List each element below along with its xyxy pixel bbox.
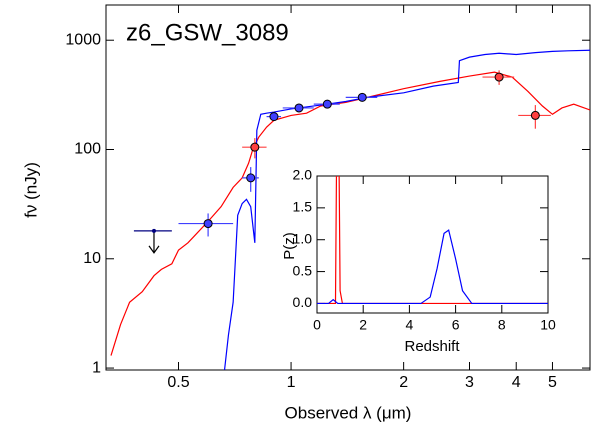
photometry-point — [357, 92, 367, 102]
spectrum-line — [317, 176, 548, 305]
x-tick-label: 5 — [548, 374, 557, 391]
photometry-point — [294, 103, 304, 113]
inset-frame — [316, 175, 549, 314]
y-tick-label: 2.0 — [293, 167, 313, 183]
plot-area — [317, 176, 548, 305]
y-tick-label: 1.0 — [293, 230, 313, 246]
photometry-point — [250, 142, 260, 152]
x-tick-label: 4 — [406, 317, 414, 333]
photometry-point — [203, 219, 213, 229]
x-axis-label: Observed λ (μm) — [285, 403, 412, 422]
spectrum-line — [110, 71, 590, 356]
y-tick-label: 1 — [92, 359, 101, 376]
photometry-point — [322, 99, 332, 109]
x-tick-label: 0.5 — [167, 374, 189, 391]
x-tick-label: 2 — [399, 374, 408, 391]
x-tick-label: 0 — [313, 317, 321, 333]
x-tick-label: 2 — [359, 317, 367, 333]
upper-limit-arrow — [148, 230, 160, 254]
y-tick-label: 0.5 — [293, 262, 313, 278]
x-tick-label: 10 — [540, 317, 556, 333]
y-axis-label: fν (nJy) — [21, 162, 40, 218]
plot-frame — [105, 4, 591, 371]
inset-x-label: Redshift — [404, 338, 460, 355]
inset-y-label: P(z) — [281, 232, 298, 260]
spectrum-line — [317, 229, 548, 305]
photometry-point — [269, 112, 279, 122]
y-tick-label: 1000 — [65, 31, 101, 48]
photometry-point — [246, 173, 256, 183]
photometry-point — [530, 110, 540, 120]
spectrum-line — [223, 49, 590, 370]
x-tick-label: 4 — [512, 374, 521, 391]
x-tick-label: 1 — [287, 374, 296, 391]
y-tick-label: 0.0 — [293, 294, 313, 310]
y-tick-label: 10 — [83, 250, 101, 267]
photometry-point — [494, 72, 504, 82]
x-tick-label: 6 — [452, 317, 460, 333]
y-tick-label: 100 — [74, 141, 101, 158]
chart-title: z6_GSW_3089 — [126, 19, 289, 46]
plot-area — [110, 49, 590, 370]
x-tick-label: 3 — [465, 374, 474, 391]
x-tick-label: 8 — [498, 317, 506, 333]
y-tick-label: 1.5 — [293, 199, 313, 215]
upper-limit-point — [151, 228, 156, 233]
